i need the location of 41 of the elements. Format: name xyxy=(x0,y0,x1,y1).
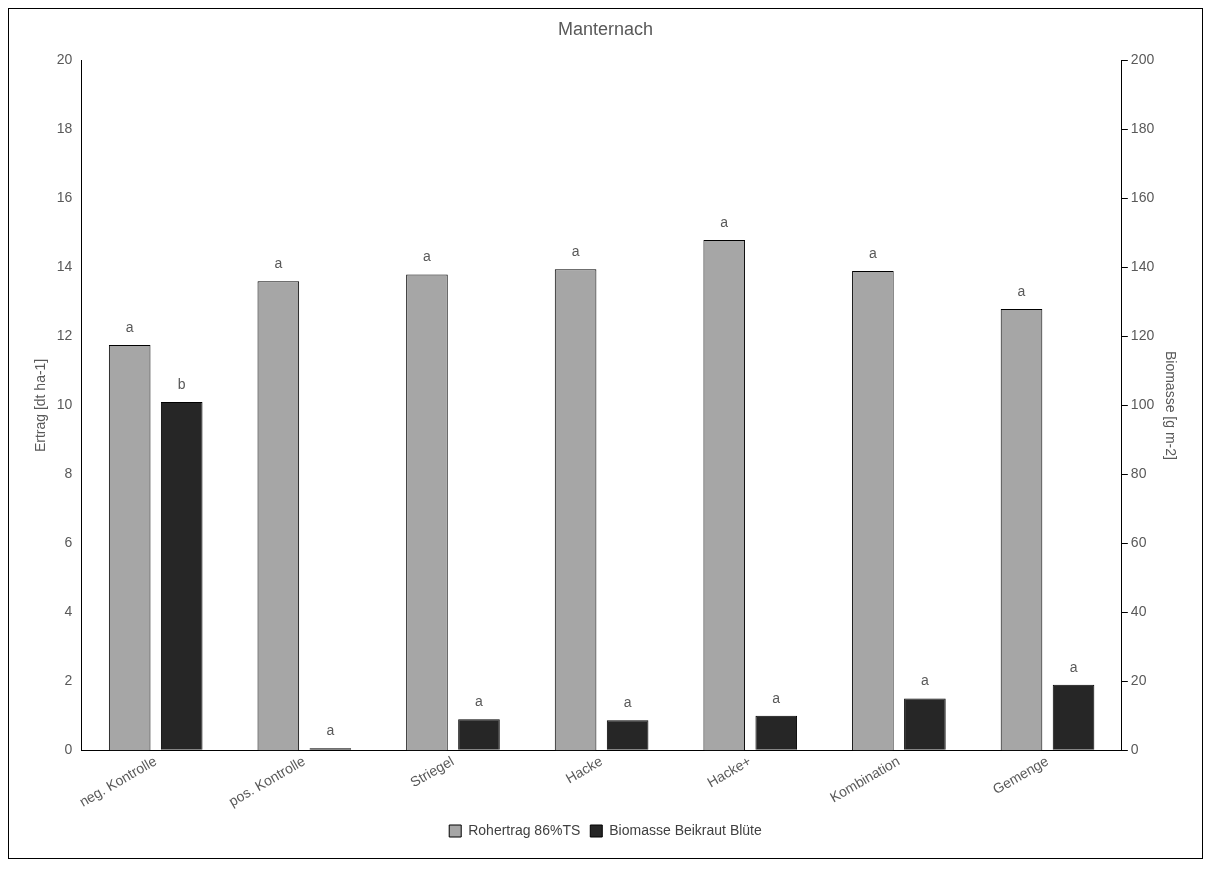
y2-tick-label: 20 xyxy=(1130,672,1147,689)
y-tick-label: 2 xyxy=(64,672,73,689)
data-label: a xyxy=(423,248,432,265)
y2-tick-label: 140 xyxy=(1130,258,1155,275)
y-tick-label: 6 xyxy=(64,534,73,551)
y2-tick-label: 0 xyxy=(1130,741,1139,758)
y2-tick-label: 180 xyxy=(1130,120,1155,137)
y-tick-label: 20 xyxy=(56,51,73,68)
y-tick-label: 8 xyxy=(64,465,73,482)
y2-tick-label: 200 xyxy=(1130,51,1155,68)
y2-tick-label: 160 xyxy=(1130,189,1155,206)
y-tick-label: 12 xyxy=(56,327,73,344)
y2-tick-label: 100 xyxy=(1130,396,1155,413)
data-label: a xyxy=(720,213,729,230)
data-label: a xyxy=(274,255,283,272)
y2-tick-label: 40 xyxy=(1130,603,1147,620)
y-tick-label: 18 xyxy=(56,120,73,137)
y-tick-label: 4 xyxy=(64,603,73,620)
legend-label: Rohertrag 86%TS xyxy=(468,821,581,838)
y-tick-label: 14 xyxy=(56,258,73,275)
data-label: a xyxy=(1069,658,1078,675)
data-label: a xyxy=(772,689,781,706)
data-label: a xyxy=(475,693,484,710)
chart-title: Manternach xyxy=(557,18,654,39)
data-label: a xyxy=(921,672,929,689)
y-tick-label: 0 xyxy=(64,741,73,758)
y-tick-label: 16 xyxy=(56,189,73,206)
y-axis-title: Ertrag [dt ha-1] xyxy=(32,358,49,453)
y-tick-label: 10 xyxy=(56,396,73,413)
y2-tick-label: 120 xyxy=(1130,327,1155,344)
y2-tick-label: 80 xyxy=(1130,465,1147,482)
data-label: a xyxy=(868,244,877,261)
data-label: a xyxy=(326,722,335,739)
y2-axis-title: Biomasse [g m-2] xyxy=(1162,350,1179,460)
legend-label: Biomasse Beikraut Blüte xyxy=(609,821,762,838)
data-label: a xyxy=(125,318,134,335)
data-label: b xyxy=(177,375,186,392)
data-label: a xyxy=(623,694,632,711)
data-label: a xyxy=(1017,282,1026,299)
data-label: a xyxy=(571,243,580,260)
y2-tick-label: 60 xyxy=(1130,534,1147,551)
